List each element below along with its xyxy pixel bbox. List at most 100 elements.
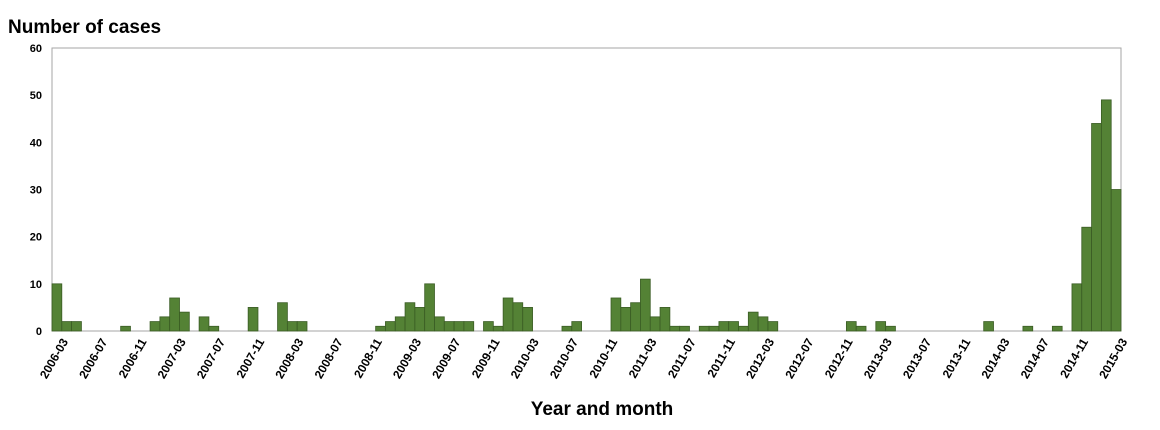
bar-2015-01 xyxy=(1091,123,1102,332)
bar-2011-05 xyxy=(659,307,671,332)
bar-2007-07 xyxy=(208,325,220,332)
x-tick-label: 2007-03 xyxy=(155,336,189,381)
x-tick-label: 2010-03 xyxy=(508,336,542,381)
x-tick-label: 2014-11 xyxy=(1057,336,1091,381)
x-tick-label: 2009-03 xyxy=(390,336,424,381)
x-tick-label: 2006-03 xyxy=(37,336,71,381)
bar-2011-02 xyxy=(630,302,641,332)
bar-2014-09 xyxy=(1051,325,1063,332)
bar-2008-02 xyxy=(277,302,288,332)
x-tick-label: 2013-03 xyxy=(861,336,895,381)
bar-2013-03 xyxy=(875,321,887,332)
y-tick-label: 60 xyxy=(30,43,42,55)
y-axis-ticks: 0 10 20 30 40 50 60 xyxy=(30,43,42,338)
x-tick-label: 2010-07 xyxy=(547,336,581,381)
x-tick-label: 2009-07 xyxy=(429,336,463,381)
bar-2011-01 xyxy=(620,307,632,332)
x-axis-ticks: 2006-03 2006-07 2006-11 2007-03 2007-07 2007-… xyxy=(37,336,1130,381)
bar-2010-01 xyxy=(502,297,514,332)
x-tick-label: 2008-03 xyxy=(272,336,306,381)
bar-2013-04 xyxy=(885,325,896,332)
y-tick-label: 10 xyxy=(30,279,42,291)
bar-2011-03 xyxy=(640,278,651,332)
x-tick-label: 2007-11 xyxy=(233,336,267,381)
y-axis-title: Number of cases xyxy=(8,17,161,38)
x-tick-label: 2008-07 xyxy=(312,336,346,381)
x-tick-label: 2011-11 xyxy=(705,336,739,380)
x-tick-label: 2006-11 xyxy=(116,336,150,381)
bar-2009-01 xyxy=(385,321,396,332)
bar-2006-03 xyxy=(51,283,63,332)
bar-2009-09 xyxy=(463,321,475,332)
bar-2012-02 xyxy=(747,311,759,332)
y-tick-label: 20 xyxy=(30,232,42,244)
bar-2008-03 xyxy=(286,321,298,332)
bars xyxy=(51,99,1122,332)
x-tick-label: 2012-03 xyxy=(743,336,777,381)
bar-2008-12 xyxy=(375,325,386,332)
bar-2014-06 xyxy=(1022,325,1034,332)
y-tick-label: 30 xyxy=(30,185,42,197)
bar-2011-06 xyxy=(669,325,681,332)
bar-2011-11 xyxy=(718,321,730,332)
y-tick-label: 40 xyxy=(30,137,42,149)
x-tick-label: 2010-11 xyxy=(587,336,621,381)
bar-2009-06 xyxy=(434,316,445,332)
bar-2010-12 xyxy=(610,297,622,332)
bar-2008-04 xyxy=(296,321,308,332)
x-tick-label: 2006-07 xyxy=(76,336,110,381)
bar-2009-02 xyxy=(394,316,406,332)
bar-2010-02 xyxy=(512,302,524,332)
bar-2007-03 xyxy=(169,297,180,332)
bar-2012-04 xyxy=(767,321,779,332)
bar-2014-11 xyxy=(1071,283,1083,332)
bar-2007-11 xyxy=(247,307,259,332)
x-tick-label: 2014-03 xyxy=(978,336,1012,381)
bar-2009-05 xyxy=(424,283,435,332)
x-axis-title: Year and month xyxy=(531,399,674,420)
y-tick-label: 0 xyxy=(36,326,42,338)
y-tick-label: 50 xyxy=(30,90,42,102)
bar-2015-03 xyxy=(1110,189,1122,332)
bar-2006-05 xyxy=(71,321,82,332)
bar-2010-03 xyxy=(522,307,533,332)
bar-2006-04 xyxy=(61,321,73,332)
bar-2014-12 xyxy=(1081,226,1092,332)
x-tick-label: 2007-07 xyxy=(194,336,228,381)
bar-2009-12 xyxy=(492,325,504,332)
bar-2012-12 xyxy=(845,321,857,332)
bar-2011-07 xyxy=(679,325,690,332)
bar-2009-08 xyxy=(453,321,465,332)
bar-2012-03 xyxy=(757,316,769,332)
x-tick-label: 2014-07 xyxy=(1018,336,1052,381)
x-tick-label: 2009-11 xyxy=(469,336,503,381)
bar-2010-07 xyxy=(561,325,573,332)
bar-2013-01 xyxy=(855,325,867,332)
bar-2011-12 xyxy=(728,321,739,332)
bar-2009-04 xyxy=(414,307,426,332)
bar-2014-02 xyxy=(983,321,994,332)
x-tick-label: 2015-03 xyxy=(1096,336,1130,381)
bar-2007-02 xyxy=(159,316,171,332)
bar-2007-04 xyxy=(179,311,190,332)
x-tick-label: 2011-03 xyxy=(626,336,660,381)
x-tick-label: 2008-11 xyxy=(351,336,385,381)
bar-2007-01 xyxy=(149,321,161,332)
bar-2011-09 xyxy=(698,325,710,332)
x-tick-label: 2012-07 xyxy=(782,336,816,381)
bar-2009-03 xyxy=(404,302,416,332)
bar-2012-01 xyxy=(738,325,749,332)
bar-2009-07 xyxy=(443,321,455,332)
bar-2015-02 xyxy=(1100,99,1112,332)
x-tick-label: 2013-07 xyxy=(900,336,934,381)
bar-2011-04 xyxy=(649,316,661,332)
bar-2007-06 xyxy=(198,316,210,332)
x-tick-label: 2013-11 xyxy=(940,336,974,381)
bar-2009-11 xyxy=(483,321,494,332)
plot-area xyxy=(51,47,1122,332)
x-tick-label: 2011-07 xyxy=(665,336,699,381)
bar-2011-10 xyxy=(708,325,720,332)
x-tick-label: 2012-11 xyxy=(822,336,856,381)
bar-2010-08 xyxy=(571,321,582,332)
